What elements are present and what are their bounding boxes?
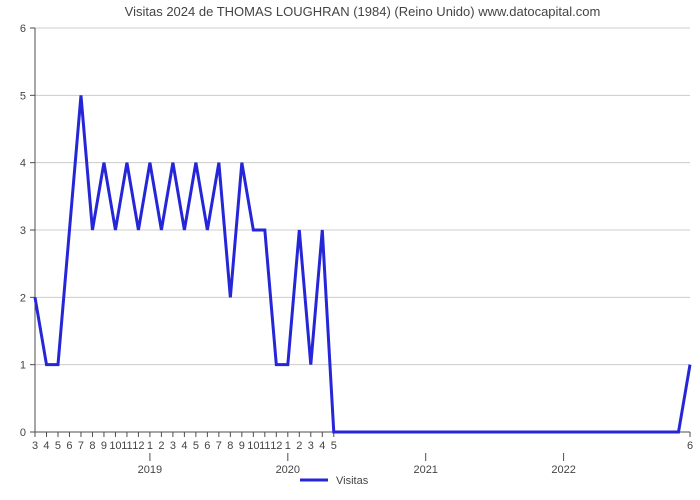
x-tick-label: 3 (308, 440, 314, 452)
x-tick-label: 2 (296, 440, 302, 452)
x-year-label: 2019 (138, 464, 162, 476)
y-tick-label: 1 (20, 360, 26, 372)
year-axis: 2019 2020 2021 2022 (138, 453, 576, 476)
x-tick-label: 8 (89, 440, 95, 452)
x-tick-label: 5 (55, 440, 61, 452)
legend: Visitas (300, 475, 369, 487)
x-tick-label: 6 (66, 440, 72, 452)
y-tick-label: 2 (20, 292, 26, 304)
x-tick-label: 12 (132, 440, 144, 452)
x-tick-label: 11 (121, 440, 132, 452)
x-tick-label: 9 (101, 440, 107, 452)
x-tick-label: 10 (247, 440, 259, 452)
y-tick-label: 6 (20, 23, 26, 35)
x-tick-label: 4 (319, 440, 325, 452)
line-chart: Visitas 2024 de THOMAS LOUGHRAN (1984) (… (0, 0, 700, 500)
x-tick-label: 1 (147, 440, 153, 452)
chart-title: Visitas 2024 de THOMAS LOUGHRAN (1984) (… (125, 4, 601, 19)
x-tick-label: 5 (331, 440, 337, 452)
x-tick-label: 9 (239, 440, 245, 452)
x-tick-label: 6 (204, 440, 210, 452)
x-tick-label: 11 (259, 440, 270, 452)
x-tick-label: 1 (285, 440, 291, 452)
x-tick-label: 7 (216, 440, 222, 452)
x-tick-label: 7 (78, 440, 84, 452)
x-tick-label: 4 (181, 440, 187, 452)
x-year-label: 2022 (551, 464, 575, 476)
x-tick-label: 5 (193, 440, 199, 452)
data-line (35, 95, 690, 432)
x-tick-label: 12 (270, 440, 282, 452)
y-axis: 0 1 2 3 4 5 6 (20, 23, 35, 439)
x-tick-label: 3 (32, 440, 38, 452)
x-tick-label: 2 (158, 440, 164, 452)
x-tick-label: 10 (109, 440, 121, 452)
x-year-label: 2020 (276, 464, 300, 476)
x-tick-label: 8 (227, 440, 233, 452)
x-tick-label: 4 (43, 440, 49, 452)
y-tick-label: 5 (20, 90, 26, 102)
y-tick-label: 0 (20, 427, 26, 439)
grid (35, 28, 690, 432)
y-tick-label: 3 (20, 225, 26, 237)
legend-label: Visitas (336, 475, 369, 487)
x-tick-label: 3 (170, 440, 176, 452)
chart-container: Visitas 2024 de THOMAS LOUGHRAN (1984) (… (0, 0, 700, 500)
x-tick-label: 6 (687, 440, 693, 452)
x-year-label: 2021 (413, 464, 437, 476)
x-axis: 3456789101112123456789101112123456 (32, 432, 693, 452)
y-tick-label: 4 (20, 158, 26, 170)
